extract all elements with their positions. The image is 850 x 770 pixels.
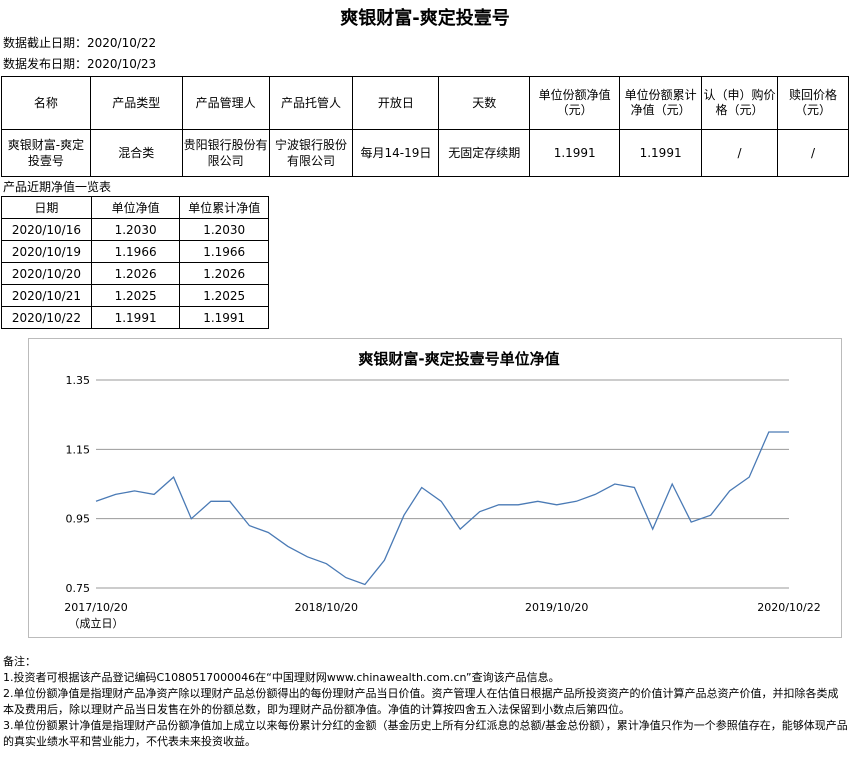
y-tick-label: 0.95 <box>66 513 91 526</box>
nav-unit: 1.2030 <box>90 218 181 241</box>
nav-header-date: 日期 <box>1 196 92 219</box>
header-type: 产品类型 <box>89 76 183 130</box>
product-table-row: 爽银财富-爽定投壹号 混合类 贵阳银行股份有限公司 宁波银行股份有限公司 每月1… <box>1 129 850 177</box>
nav-date: 2020/10/20 <box>1 262 92 285</box>
header-unit-nav: 单位份额净值（元） <box>529 76 621 130</box>
nav-unit: 1.1966 <box>90 240 181 263</box>
nav-cumulative: 1.2026 <box>179 262 269 285</box>
note-line-2: 2.单位份额净值是指理财产品净资产除以理财产品总份额得出的每份理财产品当日价值。… <box>3 687 839 716</box>
cell-type: 混合类 <box>89 129 183 177</box>
note-line-1: 1.投资者可根据该产品登记编码C1080517000046在“中国理财网www.… <box>3 671 560 684</box>
x-tick-label: 2019/10/20 <box>525 601 588 614</box>
header-manager: 产品管理人 <box>181 76 270 130</box>
cutoff-label: 数据截止日期： <box>3 36 88 50</box>
nav-unit: 1.1991 <box>90 306 181 329</box>
nav-table: 日期 单位净值 单位累计净值 2020/10/16 1.2030 1.2030 … <box>1 196 269 329</box>
cell-unit-nav: 1.1991 <box>529 129 621 177</box>
x-tick-label: 2018/10/20 <box>295 601 358 614</box>
nav-series-line <box>95 431 789 586</box>
chart-title: 爽银财富-爽定投壹号单位净值 <box>358 350 559 368</box>
nav-unit: 1.2026 <box>90 262 181 285</box>
table-row: 2020/10/19 1.1966 1.1966 <box>1 240 269 263</box>
x-tick-label: 2017/10/20 <box>64 601 127 614</box>
header-name: 名称 <box>1 76 91 130</box>
cutoff-date-line: 数据截止日期：2020/10/22 <box>3 34 156 51</box>
release-date: 2020/10/23 <box>87 57 157 71</box>
table-row: 2020/10/20 1.2026 1.2026 <box>1 262 269 285</box>
notes-section: 备注： 1.投资者可根据该产品登记编码C1080517000046在“中国理财网… <box>3 654 849 750</box>
y-tick-label: 1.15 <box>66 443 91 456</box>
table-row: 2020/10/16 1.2030 1.2030 <box>1 218 269 241</box>
nav-cumulative: 1.2030 <box>179 218 269 241</box>
release-label: 数据发布日期： <box>3 57 88 71</box>
note-line-3: 3.单位份额累计净值是指理财产品份额净值加上成立以来每份累计分红的金额（基金历史… <box>3 719 848 748</box>
nav-unit: 1.2025 <box>90 284 181 307</box>
cell-open-day: 每月14-19日 <box>352 129 440 177</box>
nav-date: 2020/10/16 <box>1 218 92 241</box>
notes-heading: 备注： <box>3 655 36 668</box>
x-tick-note: （成立日） <box>69 616 124 630</box>
nav-cumulative: 1.1966 <box>179 240 269 263</box>
cell-manager: 贵阳银行股份有限公司 <box>181 129 270 177</box>
y-tick-label: 0.75 <box>66 582 91 595</box>
y-tick-label: 1.35 <box>66 374 91 387</box>
header-open-day: 开放日 <box>352 76 440 130</box>
nav-line-chart: 爽银财富-爽定投壹号单位净值 1.35 1.15 0.95 0.75 2017/10/2… <box>64 350 820 630</box>
cell-custodian: 宁波银行股份有限公司 <box>268 129 354 177</box>
cell-redemption-price: / <box>776 129 850 177</box>
nav-cumulative: 1.2025 <box>179 284 269 307</box>
table-row: 2020/10/22 1.1991 1.1991 <box>1 306 269 329</box>
product-table-header-row: 名称 产品类型 产品管理人 产品托管人 开放日 天数 单位份额净值（元） 单位份… <box>1 76 850 130</box>
cell-subscription-price: / <box>701 129 778 177</box>
product-info-table: 名称 产品类型 产品管理人 产品托管人 开放日 天数 单位份额净值（元） 单位份… <box>1 76 850 177</box>
x-tick-label: 2020/10/22 <box>757 601 820 614</box>
nav-section-title: 产品近期净值一览表 <box>3 180 112 194</box>
cutoff-date: 2020/10/22 <box>87 36 157 50</box>
header-days: 天数 <box>438 76 531 130</box>
header-subscription-price: 认（申）购价格（元） <box>701 76 778 130</box>
cell-cumulative-nav: 1.1991 <box>619 129 703 177</box>
nav-cumulative: 1.1991 <box>179 306 269 329</box>
header-redemption-price: 赎回价格（元） <box>776 76 850 130</box>
nav-header-cumulative: 单位累计净值 <box>179 196 269 219</box>
cell-name: 爽银财富-爽定投壹号 <box>1 129 91 177</box>
nav-table-header-row: 日期 单位净值 单位累计净值 <box>1 196 269 219</box>
nav-date: 2020/10/21 <box>1 284 92 307</box>
header-custodian: 产品托管人 <box>268 76 354 130</box>
nav-chart-panel: 爽银财富-爽定投壹号单位净值 1.35 1.15 0.95 0.75 2017/10/2… <box>28 338 842 638</box>
cell-days: 无固定存续期 <box>438 129 531 177</box>
nav-date: 2020/10/19 <box>1 240 92 263</box>
nav-date: 2020/10/22 <box>1 306 92 329</box>
table-row: 2020/10/21 1.2025 1.2025 <box>1 284 269 307</box>
header-cumulative-nav: 单位份额累计净值（元） <box>619 76 703 130</box>
page-title: 爽银财富-爽定投壹号 <box>340 8 510 29</box>
nav-header-unit: 单位净值 <box>90 196 181 219</box>
release-date-line: 数据发布日期：2020/10/23 <box>3 55 156 72</box>
